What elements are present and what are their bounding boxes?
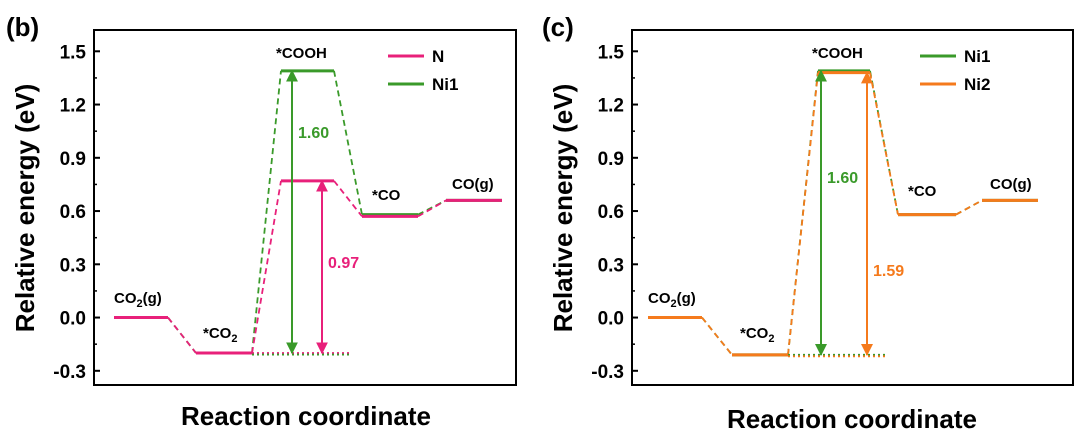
species-label-cooh: *COOH bbox=[276, 45, 327, 62]
barrier-label: 0.97 bbox=[328, 255, 359, 272]
connector-ni1 bbox=[417, 199, 447, 216]
panel-b: -0.3 0.0 0.3 0.6 0.9 1.2 1.5 Relative energy (e… bbox=[6, 12, 517, 431]
species-label-co2-gas: CO2(g) bbox=[114, 290, 162, 310]
plot-frame bbox=[631, 29, 1074, 386]
panel-c: -0.3 0.0 0.3 0.6 0.9 1.2 1.5 Relative energy (e… bbox=[542, 12, 1074, 434]
barrier-label: 1.59 bbox=[873, 263, 904, 280]
species-label-co-gas: CO(g) bbox=[452, 176, 494, 193]
y-tick-label: 0.3 bbox=[60, 255, 86, 276]
y-tick-label: 1.2 bbox=[598, 96, 624, 117]
connector-ni2 bbox=[955, 199, 983, 216]
species-label-co2-ads: *CO2 bbox=[740, 325, 774, 345]
connector-n bbox=[417, 199, 447, 218]
species-label-co2-ads: *CO2 bbox=[203, 325, 237, 345]
y-tick-label: 0.9 bbox=[60, 149, 86, 170]
panel-label: (c) bbox=[542, 12, 574, 42]
species-label-co-ads: *CO bbox=[908, 183, 937, 200]
connector-n bbox=[167, 316, 197, 354]
y-tick-label: 0.0 bbox=[60, 309, 86, 330]
plot-frame bbox=[93, 29, 517, 386]
x-axis-label: Reaction coordinate bbox=[727, 404, 977, 434]
y-tick-label: 1.2 bbox=[60, 96, 86, 117]
x-axis-label: Reaction coordinate bbox=[181, 401, 431, 431]
panel-label: (b) bbox=[6, 12, 39, 42]
connector-n bbox=[251, 180, 282, 354]
barrier-label: 1.60 bbox=[827, 170, 858, 187]
y-tick-label: -0.3 bbox=[53, 362, 86, 383]
connector-ni2 bbox=[787, 72, 819, 355]
y-tick-label: 0.9 bbox=[598, 149, 624, 170]
connector-ni1 bbox=[251, 70, 282, 354]
y-tick-label: 0.6 bbox=[60, 202, 86, 223]
y-tick-label: -0.3 bbox=[591, 362, 624, 383]
y-tick-label: 0.6 bbox=[598, 202, 624, 223]
connector-n bbox=[333, 180, 363, 217]
species-label-co-ads: *CO bbox=[372, 187, 401, 204]
connector-ni2 bbox=[701, 316, 733, 356]
y-tick-label: 1.5 bbox=[60, 42, 87, 63]
legend-label: N bbox=[432, 47, 444, 66]
connector-ni2 bbox=[869, 72, 899, 215]
legend-label: Ni1 bbox=[964, 47, 990, 66]
y-tick-label: 0.0 bbox=[598, 309, 624, 330]
species-label-co-gas: CO(g) bbox=[990, 176, 1032, 193]
barrier-label: 1.60 bbox=[298, 125, 329, 142]
species-label-cooh: *COOH bbox=[812, 45, 863, 62]
y-axis-label: Relative energy (eV) bbox=[10, 84, 40, 333]
y-axis-label: Relative energy (eV) bbox=[548, 84, 578, 333]
legend-label: Ni2 bbox=[964, 75, 990, 94]
connector-ni1 bbox=[333, 70, 363, 215]
y-tick-label: 1.5 bbox=[598, 42, 625, 63]
legend-label: Ni1 bbox=[432, 75, 458, 94]
y-tick-label: 0.3 bbox=[598, 255, 624, 276]
species-label-co2-gas: CO2(g) bbox=[648, 290, 696, 310]
